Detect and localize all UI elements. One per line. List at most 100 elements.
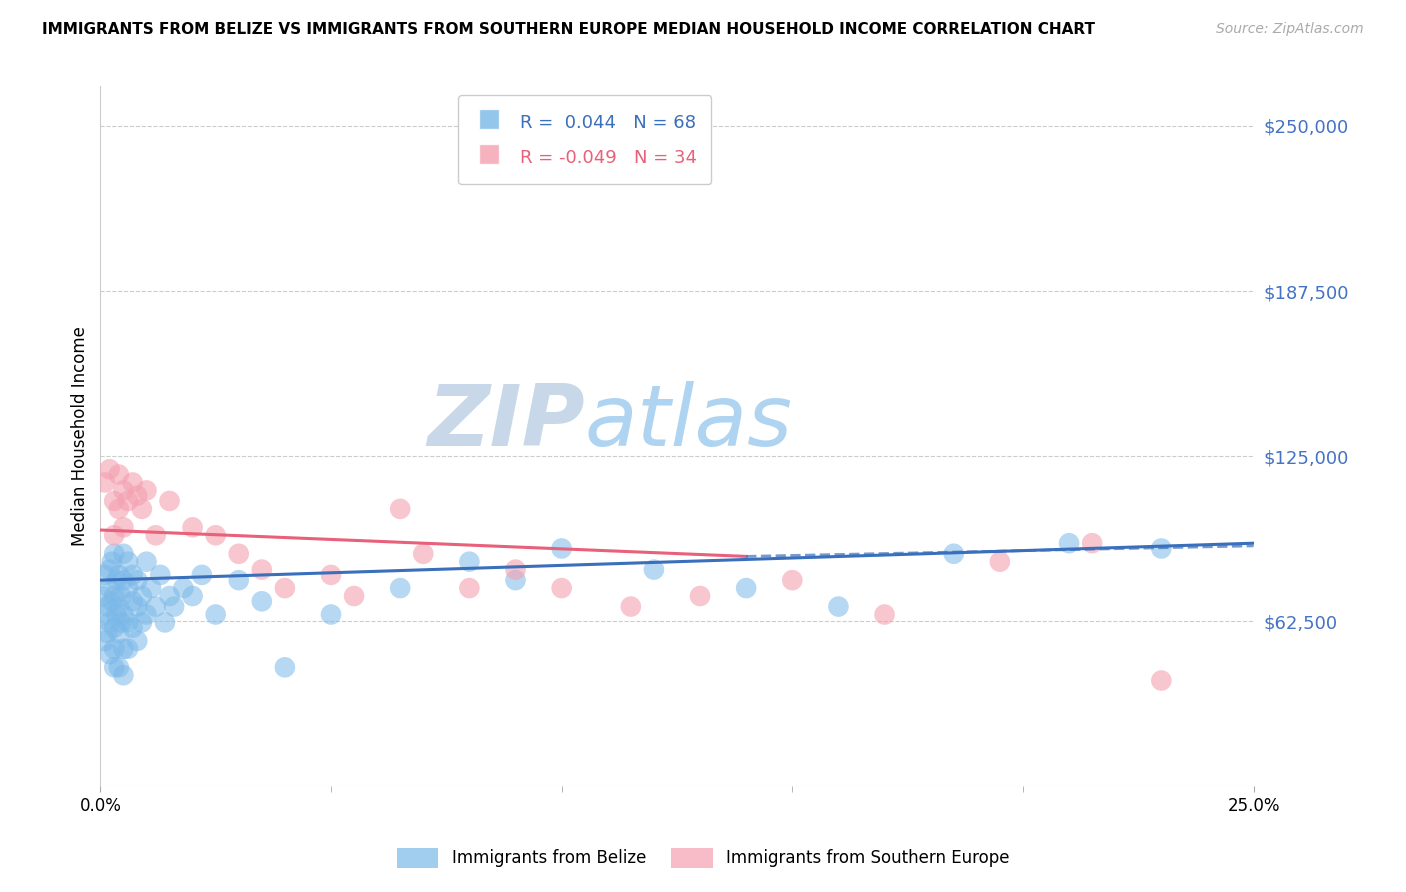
Point	[94, 567, 117, 582]
Point	[96, 599, 118, 614]
Text: atlas: atlas	[585, 381, 793, 464]
Point	[117, 615, 139, 630]
Point	[98, 563, 121, 577]
Point	[98, 615, 121, 630]
Point	[1081, 536, 1104, 550]
Point	[319, 567, 342, 582]
Point	[103, 641, 125, 656]
Point	[103, 528, 125, 542]
Point	[94, 634, 117, 648]
Point	[149, 567, 172, 582]
Point	[110, 589, 132, 603]
Point	[121, 621, 143, 635]
Point	[550, 541, 572, 556]
Point	[458, 555, 481, 569]
Point	[181, 589, 204, 603]
Point	[458, 581, 481, 595]
Point	[112, 607, 135, 622]
Point	[98, 647, 121, 661]
Point	[191, 567, 214, 582]
Point	[782, 573, 804, 587]
Point	[112, 668, 135, 682]
Point	[121, 475, 143, 490]
Point	[274, 581, 297, 595]
Text: Source: ZipAtlas.com: Source: ZipAtlas.com	[1216, 22, 1364, 37]
Point	[412, 547, 434, 561]
Point	[135, 483, 157, 498]
Point	[274, 660, 297, 674]
Point	[101, 555, 124, 569]
Point	[91, 589, 114, 603]
Point	[121, 567, 143, 582]
Point	[117, 555, 139, 569]
Point	[505, 573, 527, 587]
Point	[107, 626, 129, 640]
Point	[620, 599, 643, 614]
Point	[94, 607, 117, 622]
Point	[204, 607, 226, 622]
Point	[643, 563, 665, 577]
Legend: R =  0.044   N = 68, R = -0.049   N = 34: R = 0.044 N = 68, R = -0.049 N = 34	[458, 95, 711, 185]
Point	[550, 581, 572, 595]
Point	[505, 563, 527, 577]
Point	[131, 501, 153, 516]
Point	[107, 467, 129, 482]
Point	[139, 581, 162, 595]
Point	[103, 660, 125, 674]
Point	[163, 599, 186, 614]
Point	[1150, 541, 1173, 556]
Point	[153, 615, 176, 630]
Y-axis label: Median Household Income: Median Household Income	[72, 326, 89, 546]
Point	[107, 660, 129, 674]
Point	[735, 581, 758, 595]
Point	[689, 589, 711, 603]
Point	[107, 501, 129, 516]
Point	[112, 547, 135, 561]
Point	[94, 475, 117, 490]
Point	[131, 589, 153, 603]
Point	[181, 520, 204, 534]
Point	[98, 581, 121, 595]
Point	[827, 599, 849, 614]
Point	[145, 599, 167, 614]
Point	[103, 547, 125, 561]
Point	[145, 528, 167, 542]
Point	[988, 555, 1011, 569]
Point	[343, 589, 366, 603]
Point	[117, 494, 139, 508]
Point	[121, 594, 143, 608]
Point	[127, 489, 149, 503]
Point	[103, 589, 125, 603]
Point	[135, 555, 157, 569]
Point	[98, 462, 121, 476]
Point	[127, 573, 149, 587]
Point	[131, 615, 153, 630]
Legend: Immigrants from Belize, Immigrants from Southern Europe: Immigrants from Belize, Immigrants from …	[389, 841, 1017, 875]
Point	[1150, 673, 1173, 688]
Point	[228, 573, 250, 587]
Point	[873, 607, 896, 622]
Point	[96, 626, 118, 640]
Point	[942, 547, 965, 561]
Point	[1057, 536, 1080, 550]
Point	[319, 607, 342, 622]
Point	[389, 501, 412, 516]
Point	[159, 494, 181, 508]
Point	[127, 634, 149, 648]
Point	[112, 520, 135, 534]
Point	[110, 615, 132, 630]
Point	[112, 641, 135, 656]
Point	[101, 594, 124, 608]
Point	[105, 573, 128, 587]
Text: ZIP: ZIP	[427, 381, 585, 464]
Point	[105, 607, 128, 622]
Point	[389, 581, 412, 595]
Point	[112, 483, 135, 498]
Point	[228, 547, 250, 561]
Text: IMMIGRANTS FROM BELIZE VS IMMIGRANTS FROM SOUTHERN EUROPE MEDIAN HOUSEHOLD INCOM: IMMIGRANTS FROM BELIZE VS IMMIGRANTS FRO…	[42, 22, 1095, 37]
Point	[103, 494, 125, 508]
Point	[172, 581, 194, 595]
Point	[250, 594, 273, 608]
Point	[103, 621, 125, 635]
Point	[159, 589, 181, 603]
